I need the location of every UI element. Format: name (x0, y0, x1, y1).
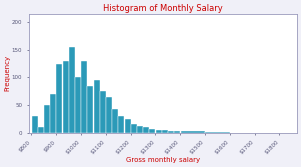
Bar (63, 61, 69, 133)
X-axis label: Gross monthly salary: Gross monthly salary (126, 157, 200, 163)
Bar (181, 131, 205, 133)
Bar (50, 94, 56, 133)
Bar (75, 77, 81, 133)
Bar (32, 116, 38, 133)
Y-axis label: Frequency: Frequency (4, 55, 10, 91)
Bar (143, 127, 149, 133)
Bar (81, 61, 87, 133)
Bar (125, 119, 131, 133)
Bar (118, 116, 124, 133)
Bar (131, 124, 137, 133)
Bar (206, 132, 229, 133)
Bar (149, 129, 155, 133)
Bar (56, 64, 62, 133)
Bar (162, 130, 168, 133)
Bar (174, 131, 180, 133)
Bar (100, 91, 106, 133)
Bar (112, 109, 118, 133)
Bar (156, 130, 162, 133)
Title: Histogram of Monthly Salary: Histogram of Monthly Salary (103, 4, 223, 13)
Bar (87, 86, 93, 133)
Bar (38, 127, 44, 133)
Bar (137, 126, 143, 133)
Bar (168, 131, 174, 133)
Bar (69, 47, 75, 133)
Bar (44, 105, 50, 133)
Bar (94, 80, 100, 133)
Bar (106, 97, 112, 133)
